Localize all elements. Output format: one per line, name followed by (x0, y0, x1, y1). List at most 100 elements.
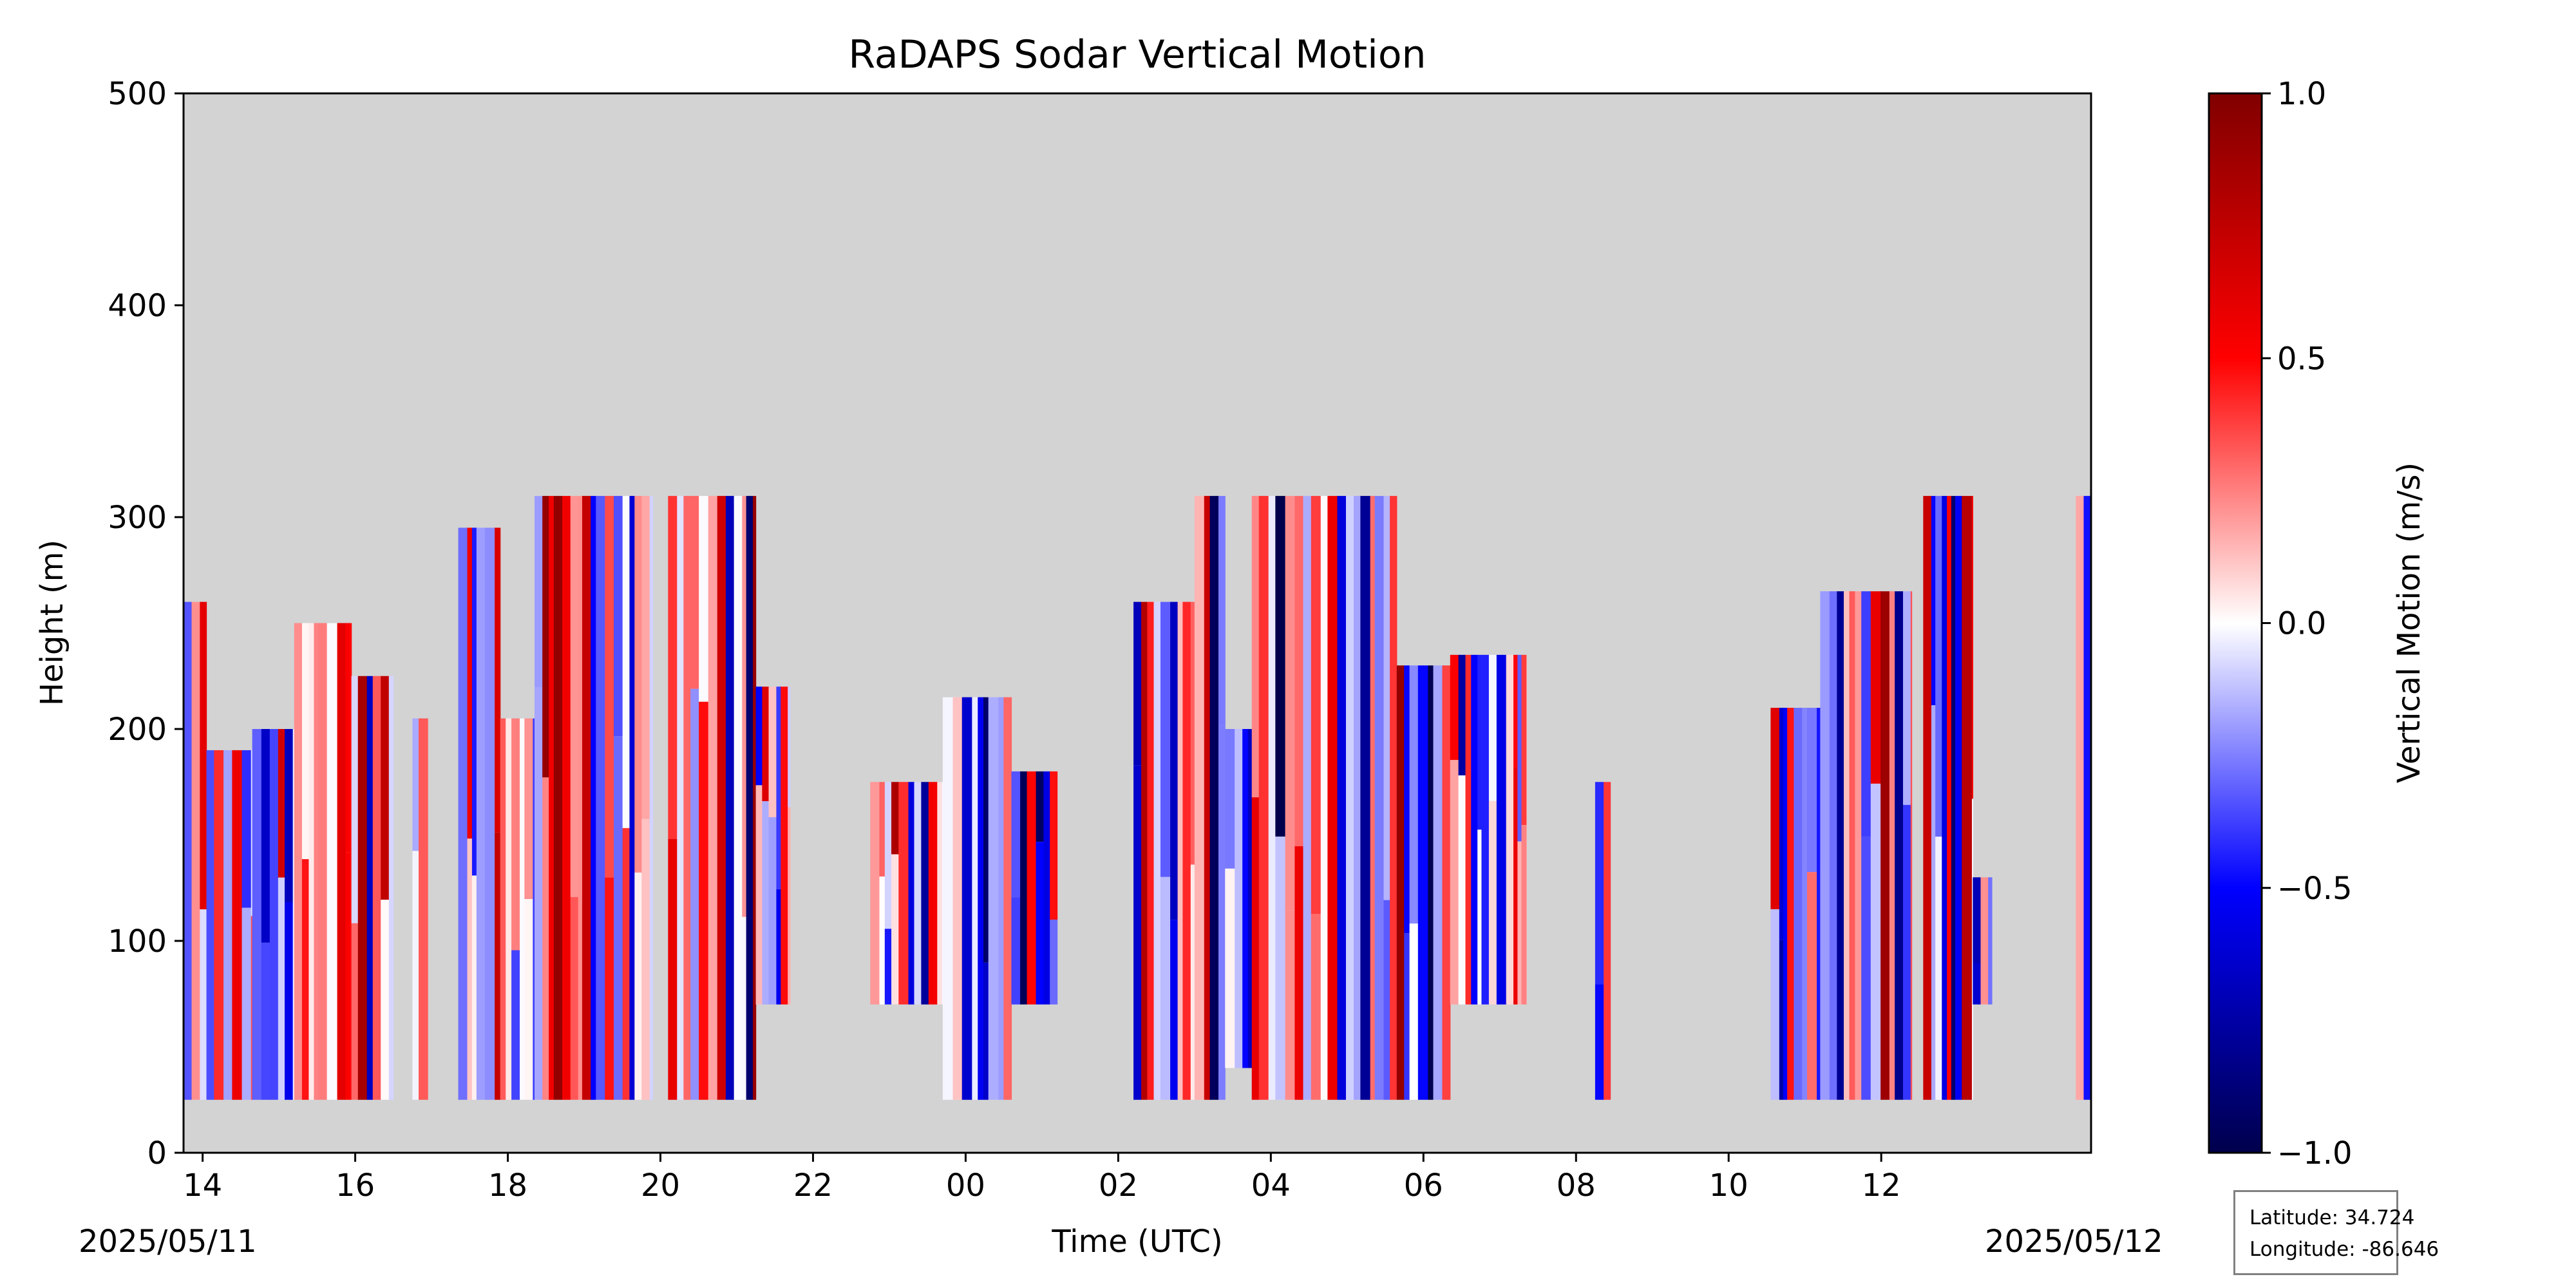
data-cell (511, 950, 520, 1100)
data-cell (1285, 910, 1296, 1100)
y-axis-label: Height (m) (34, 540, 70, 706)
data-cell (1404, 665, 1410, 934)
data-segment (1133, 601, 1195, 1100)
data-cell (1036, 842, 1044, 1005)
chart-title: RaDAPS Sodar Vertical Motion (848, 32, 1426, 77)
data-cell (1971, 496, 1973, 799)
data-cell (641, 819, 650, 1100)
colorbar-tick-label: −0.5 (2277, 871, 2353, 907)
data-cell (1011, 771, 1021, 898)
data-cell (725, 496, 735, 1100)
date-left: 2025/05/11 (79, 1224, 257, 1260)
data-segment (942, 697, 1012, 1100)
data-segment (755, 687, 791, 1005)
data-cell (1311, 914, 1321, 1100)
data-cell (1050, 920, 1058, 1005)
data-cell (1604, 782, 1611, 1100)
data-cell (285, 729, 294, 902)
data-segment (206, 750, 253, 1100)
date-right: 2025/05/12 (1985, 1224, 2163, 1260)
data-cell (1247, 729, 1253, 1068)
data-cell (1204, 496, 1211, 1100)
data-cell (1962, 496, 1973, 1100)
data-segment (1923, 496, 1973, 1100)
data-cell (471, 875, 477, 1100)
data-cell (914, 782, 922, 1005)
x-tick-label: 22 (793, 1168, 833, 1204)
data-cell (1521, 654, 1527, 826)
data-cell (742, 916, 747, 1100)
data-cell (1251, 797, 1260, 1100)
data-cell (524, 718, 533, 899)
data-segment (1770, 708, 1821, 1100)
data-cell (983, 962, 989, 1100)
data-cell (634, 496, 642, 873)
data-cell (762, 801, 770, 1005)
data-cell (1910, 591, 1913, 1100)
data-cell (1194, 496, 1205, 1100)
data-cell (418, 718, 428, 1100)
data-cell (668, 496, 677, 839)
data-cell (242, 750, 252, 908)
data-cell (1370, 496, 1376, 1100)
data-cell (252, 729, 262, 1100)
data-cell (1971, 799, 1973, 1100)
data-cell (223, 750, 232, 1100)
data-cell (1870, 591, 1881, 784)
data-cell (1471, 654, 1478, 1005)
data-cell (1209, 496, 1219, 1100)
data-segment (184, 601, 207, 1100)
data-segment (1973, 877, 1993, 1005)
data-cell (1450, 760, 1459, 1005)
data-cell (261, 942, 270, 1100)
x-tick-label: 20 (641, 1168, 680, 1204)
data-cell (570, 496, 579, 897)
data-cell (1345, 496, 1354, 1100)
data-cell (2083, 496, 2091, 1100)
data-cell (961, 697, 972, 1100)
data-cell (520, 718, 525, 1100)
y-tick-label: 400 (108, 288, 167, 324)
data-cell (372, 676, 381, 1100)
data-cell (1861, 591, 1871, 837)
data-cell (1190, 601, 1195, 865)
data-cell (1931, 705, 1936, 1100)
data-cell (1235, 729, 1243, 1068)
data-cell (351, 676, 359, 923)
data-cell (388, 676, 394, 1100)
data-cell (542, 777, 549, 1100)
data-cell (1327, 496, 1338, 1100)
data-segment (500, 718, 535, 1100)
data-cell (1190, 864, 1195, 1100)
data-cell (884, 929, 892, 1005)
data-cell (214, 750, 224, 1100)
data-cell (746, 496, 753, 1100)
x-tick-label: 02 (1099, 1168, 1138, 1204)
data-cell (1170, 920, 1179, 1100)
colorbar-label: Vertical Motion (m/s) (2391, 462, 2427, 783)
data-cell (1806, 872, 1817, 1100)
y-axis: 0 100 200 300 400 500 (108, 76, 184, 1171)
data-cell (1488, 800, 1497, 1005)
data-cell (301, 859, 310, 1100)
longitude-text: Longitude: -86.646 (2249, 1238, 2439, 1261)
x-axis: 14 16 18 20 22 00 02 04 06 08 10 12 (183, 1153, 1901, 1204)
data-cell (921, 782, 929, 1005)
data-cell (1242, 729, 1249, 1068)
data-cell (1337, 496, 1347, 1100)
data-cell (1043, 771, 1050, 1005)
data-cell (614, 496, 623, 737)
data-cell (1374, 496, 1385, 1100)
data-cell (1779, 708, 1784, 940)
x-tick-label: 04 (1251, 1168, 1291, 1204)
data-cell (232, 750, 243, 1100)
data-segment (870, 782, 943, 1005)
colorbar-tick-label: 0.5 (2277, 341, 2326, 377)
data-cell (308, 623, 315, 1100)
data-cell (1320, 496, 1328, 1100)
data-cell (1506, 654, 1514, 1005)
data-cell (1036, 771, 1044, 842)
data-cell (937, 782, 943, 1005)
data-cell (942, 782, 943, 1005)
